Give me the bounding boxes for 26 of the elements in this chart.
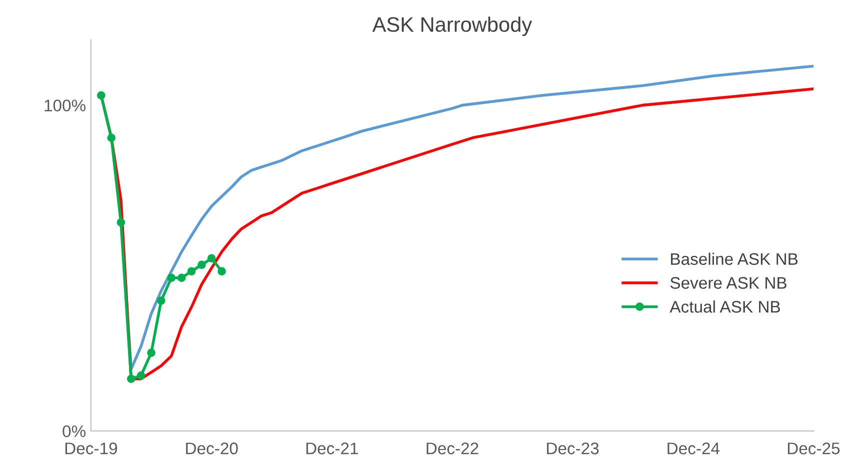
point (177, 274, 186, 282)
point (97, 91, 106, 100)
point (198, 260, 206, 269)
legend-label: Severe ASK NB (670, 277, 786, 289)
point (147, 348, 156, 357)
x-tick-label: Dec-19 (65, 442, 118, 454)
x-tick-label: Dec-22 (426, 442, 478, 454)
point (167, 274, 176, 282)
y-tick-label: 100% (44, 100, 86, 112)
legend-label: Baseline ASK NB (671, 252, 798, 265)
point (126, 374, 136, 384)
point (218, 267, 226, 276)
point (187, 267, 196, 276)
legend-label: Actual ASK NB (670, 300, 780, 313)
x-tick-label: Dec-21 (306, 442, 358, 454)
y-tick-label: 0% (62, 425, 86, 438)
point (107, 134, 116, 142)
x-tick-label: Dec-23 (547, 442, 599, 454)
chart-title: ASK Narrowbody (372, 16, 532, 36)
point (136, 371, 146, 380)
point (207, 254, 216, 262)
x-tick-label: Dec-25 (788, 442, 840, 454)
x-tick-label: Dec-20 (186, 442, 238, 454)
x-tick-label: Dec-24 (668, 442, 720, 454)
point (116, 218, 126, 227)
point (156, 296, 166, 305)
